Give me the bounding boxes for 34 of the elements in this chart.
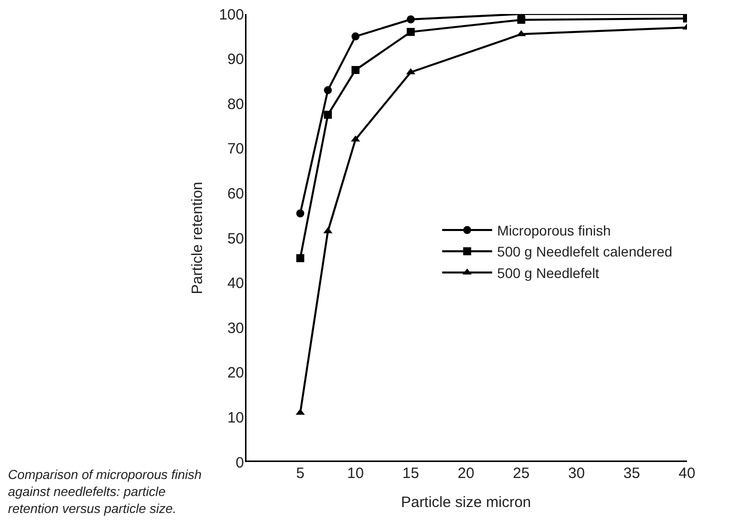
x-tick-label: 25 [512, 465, 530, 482]
y-tick-label: 0 [236, 454, 244, 472]
y-tick-label: 50 [227, 230, 244, 248]
point [406, 15, 415, 24]
x-tick-label: 10 [347, 465, 364, 482]
point [296, 209, 304, 218]
y-tick-label: 80 [227, 96, 244, 113]
point [324, 86, 332, 94]
point [324, 110, 332, 119]
point [352, 32, 360, 40]
x-tick-label: 40 [678, 465, 696, 482]
point [406, 28, 415, 36]
point [296, 254, 304, 262]
x-tick-label: 5 [296, 465, 304, 482]
y-tick-label: 40 [227, 275, 244, 292]
y-tick-label: 100 [218, 6, 244, 24]
y-tick-label: 70 [227, 140, 244, 158]
text: Comparison of microporous finish against needlefelts: particle retention versus particle size. [8, 467, 202, 516]
y-tick-label: 20 [227, 364, 244, 382]
x-tick-label: 30 [568, 465, 585, 482]
legend-label: Microporous finish [497, 222, 611, 238]
point [517, 16, 526, 24]
point [352, 66, 360, 74]
y-tick-label: 60 [227, 185, 244, 202]
x-tick-label: 20 [458, 465, 474, 482]
x-axis-title: Particle size micron [400, 494, 532, 511]
x-tick-label: 15 [402, 465, 420, 482]
y-tick-label: 90 [227, 51, 244, 68]
y-tick-label: 30 [227, 320, 244, 337]
legend-label: 500 g Needlefelt [497, 264, 600, 281]
legend-label: 500 g Needlefelt calendered [497, 244, 672, 260]
y-axis-title: Particle retention [189, 182, 206, 294]
x-tick-label: 35 [623, 465, 640, 482]
y-tick-label: 10 [227, 409, 244, 426]
